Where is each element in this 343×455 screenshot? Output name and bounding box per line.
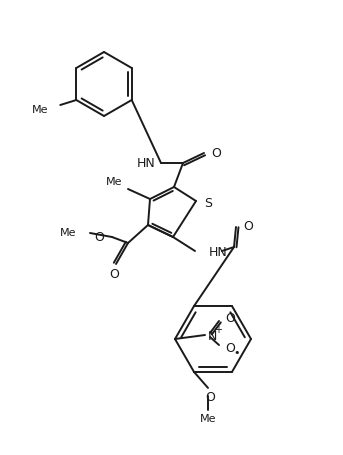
Text: O: O xyxy=(225,342,235,355)
Text: O: O xyxy=(211,146,221,159)
Text: O: O xyxy=(243,219,253,232)
Text: N: N xyxy=(208,329,217,342)
Text: S: S xyxy=(204,196,212,209)
Text: Me: Me xyxy=(200,413,216,423)
Text: HN: HN xyxy=(209,246,228,259)
Text: •: • xyxy=(233,347,239,357)
Text: O: O xyxy=(94,230,104,243)
Text: Me: Me xyxy=(32,105,48,115)
Text: +: + xyxy=(214,324,222,334)
Text: O: O xyxy=(225,312,235,325)
Text: HN: HN xyxy=(137,156,156,169)
Text: Me: Me xyxy=(59,228,76,238)
Text: Me: Me xyxy=(106,177,122,187)
Text: O: O xyxy=(205,390,215,404)
Text: O: O xyxy=(109,267,119,280)
